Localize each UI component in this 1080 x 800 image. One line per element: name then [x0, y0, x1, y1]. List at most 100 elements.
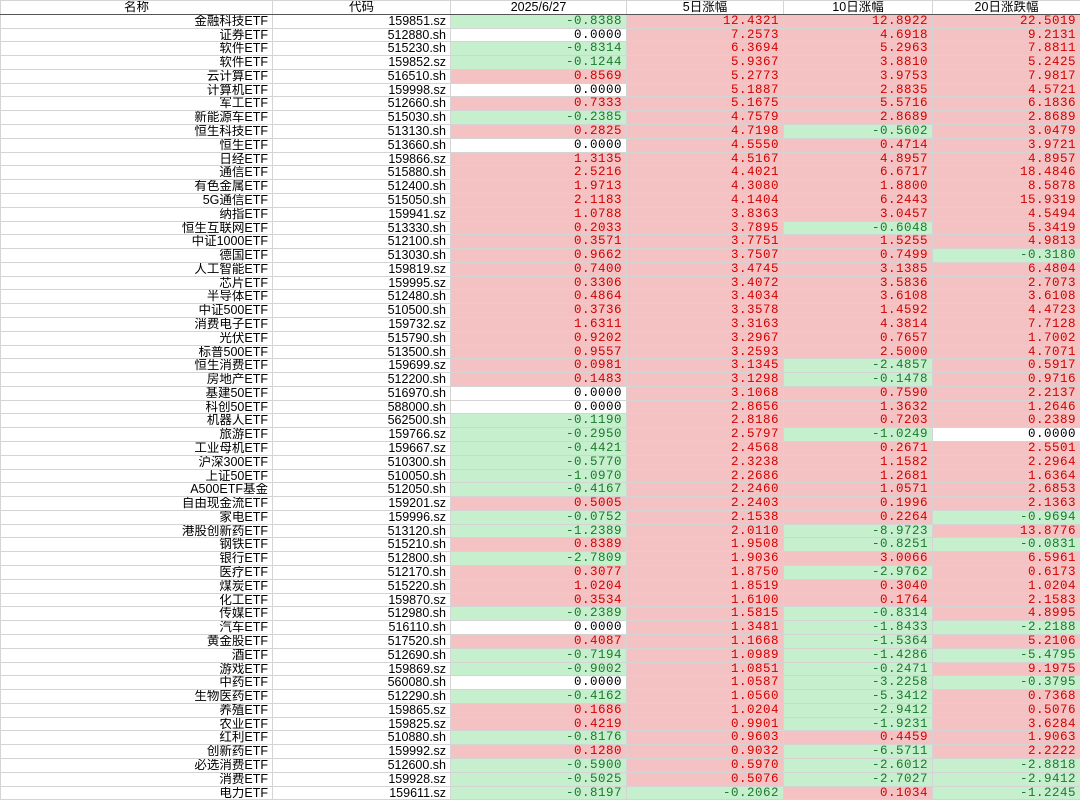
fund-name: 恒生消费ETF	[1, 359, 273, 373]
fund-code: 515220.sh	[273, 579, 451, 593]
daily-change: 1.6311	[451, 317, 627, 331]
change-20d: 18.4846	[933, 166, 1080, 180]
fund-name: 工业母机ETF	[1, 442, 273, 456]
change-20d: 2.2222	[933, 745, 1080, 759]
header-date-change[interactable]: 2025/6/27	[451, 1, 627, 15]
fund-code: 159998.sz	[273, 83, 451, 97]
header-10d-change[interactable]: 10日涨幅	[784, 1, 933, 15]
fund-code: 510500.sh	[273, 304, 451, 318]
change-5d: 4.3080	[627, 180, 784, 194]
change-20d: 9.1975	[933, 662, 1080, 676]
daily-change: 0.1483	[451, 373, 627, 387]
daily-change: 0.3736	[451, 304, 627, 318]
change-10d: 1.5255	[784, 235, 933, 249]
fund-name: 养殖ETF	[1, 703, 273, 717]
fund-name: 红利ETF	[1, 731, 273, 745]
fund-code: 513660.sh	[273, 138, 451, 152]
fund-code: 159870.sz	[273, 593, 451, 607]
change-10d: -0.2471	[784, 662, 933, 676]
change-20d: 2.5501	[933, 442, 1080, 456]
fund-name: 农业ETF	[1, 717, 273, 731]
fund-name: 酒ETF	[1, 648, 273, 662]
change-5d: 2.2460	[627, 483, 784, 497]
daily-change: 1.0204	[451, 579, 627, 593]
change-10d: 0.7657	[784, 331, 933, 345]
fund-code: 159852.sz	[273, 56, 451, 70]
change-10d: -1.9231	[784, 717, 933, 731]
header-name[interactable]: 名称	[1, 1, 273, 15]
daily-change: -0.5900	[451, 758, 627, 772]
change-10d: 3.0457	[784, 207, 933, 221]
change-20d: 22.5019	[933, 14, 1080, 28]
change-10d: 3.9753	[784, 69, 933, 83]
change-10d: -0.6048	[784, 221, 933, 235]
header-code[interactable]: 代码	[273, 1, 451, 15]
change-5d: 4.1404	[627, 193, 784, 207]
fund-code: 159995.sz	[273, 276, 451, 290]
fund-name: 通信ETF	[1, 166, 273, 180]
header-20d-change[interactable]: 20日涨跌幅	[933, 1, 1080, 15]
change-20d: 2.2137	[933, 386, 1080, 400]
fund-code: 159869.sz	[273, 662, 451, 676]
header-5d-change[interactable]: 5日涨幅	[627, 1, 784, 15]
change-20d: 0.2389	[933, 414, 1080, 428]
fund-code: 510050.sh	[273, 469, 451, 483]
